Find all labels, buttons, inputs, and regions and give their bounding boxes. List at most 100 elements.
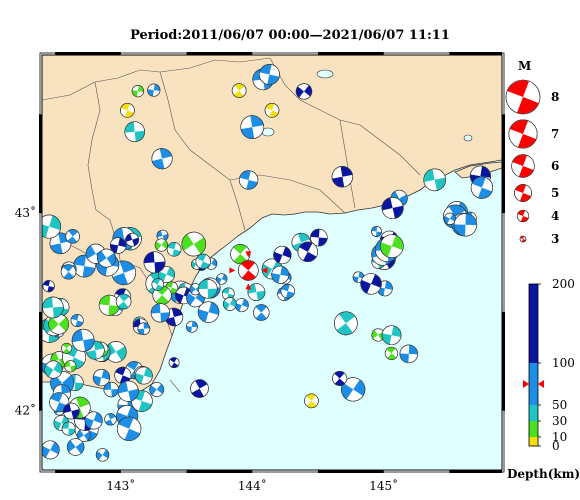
magnitude-legend-title: M: [518, 59, 531, 73]
earthquake-marker: [103, 381, 119, 398]
earthquake-marker: [131, 84, 144, 98]
earthquake-marker: [84, 411, 103, 430]
magnitude-legend-label: 6: [551, 159, 559, 173]
earthquake-marker: [360, 273, 382, 295]
earthquake-marker: [71, 328, 95, 352]
earthquake-marker: [42, 440, 60, 460]
latitude-tick-label: 43˚: [15, 205, 36, 220]
earthquake-marker: [190, 379, 209, 398]
highlighted-earthquake[interactable]: [229, 251, 268, 290]
earthquake-marker: [371, 226, 382, 237]
magnitude-legend-ball: [511, 154, 535, 178]
earthquake-marker: [164, 307, 184, 327]
earthquake-marker: [137, 322, 151, 336]
map-frame-outer: [39, 52, 505, 473]
magnitude-legend-label: 7: [551, 127, 559, 141]
earthquake-marker: [168, 357, 180, 369]
longitude-tick-label: 144˚: [238, 478, 267, 493]
earthquake-marker: [384, 346, 399, 360]
earthquake-marker: [240, 115, 265, 139]
earthquake-marker: [158, 266, 175, 284]
earthquake-marker: [98, 294, 120, 316]
earthquake-marker: [264, 103, 280, 118]
earthquake-marker: [125, 232, 140, 247]
magnitude-legend-label: 8: [551, 90, 559, 104]
lake: [463, 134, 473, 142]
earthquake-marker: [181, 231, 207, 257]
depth-color-band: [529, 363, 538, 405]
earthquake-marker: [154, 238, 168, 252]
lake: [316, 69, 334, 79]
earthquake-marker: [60, 264, 77, 280]
earthquake-marker: [295, 83, 313, 100]
earthquake-marker: [258, 64, 280, 85]
earthquake-marker: [333, 311, 358, 336]
earthquake-marker: [115, 293, 132, 310]
magnitude-legend-label: 4: [551, 209, 559, 223]
earthquake-marker: [423, 168, 446, 192]
earthquake-marker: [253, 304, 270, 321]
earthquake-marker: [109, 237, 127, 254]
highlight-pointer: [261, 267, 268, 274]
earthquake-marker: [120, 103, 135, 118]
highlight-pointer: [245, 283, 252, 290]
earthquake-marker: [70, 314, 84, 328]
earthquake-marker: [453, 213, 478, 237]
earthquake-marker: [134, 366, 153, 385]
earthquake-marker: [273, 245, 292, 265]
earthquake-marker: [166, 242, 182, 257]
earthquake-marker: [63, 402, 80, 420]
earthquake-marker: [48, 313, 70, 335]
earthquake-marker: [304, 393, 319, 409]
depth-tick-label: 0: [552, 439, 560, 453]
longitude-tick-label: 145˚: [369, 478, 398, 493]
earthquake-marker: [97, 248, 116, 268]
frame-ticks: [39, 52, 505, 473]
depth-scale-title: Depth(km): [507, 467, 580, 481]
earthquake-marker: [124, 121, 145, 143]
earthquake-marker: [379, 234, 404, 259]
depth-color-band: [529, 421, 538, 437]
magnitude-legend-ball: [516, 209, 530, 223]
earthquake-marker: [443, 212, 456, 225]
earthquake-marker: [150, 303, 171, 323]
earthquake-marker: [381, 325, 402, 346]
magnitude-legend: M 8 7 6 5 4 3: [505, 59, 559, 246]
magnitude-legend-label: 5: [551, 186, 559, 200]
earthquake-marker: [231, 83, 247, 98]
depth-tick-label: 10: [552, 430, 567, 444]
earthquake-markers: [42, 64, 494, 462]
axis-labels: 143˚ 144˚ 145˚ 42˚ 43˚: [15, 205, 398, 493]
earthquake-marker: [297, 241, 318, 263]
earthquake-marker: [280, 283, 296, 299]
map-frame: [41, 54, 503, 471]
magnitude-legend-ball: [508, 119, 538, 149]
earthquake-marker: [195, 253, 211, 269]
earthquake-marker: [149, 382, 165, 397]
earthquake-marker: [216, 273, 228, 285]
latitude-tick-label: 42˚: [15, 403, 36, 418]
earthquake-marker: [151, 278, 164, 291]
earthquake-marker: [197, 301, 220, 323]
earthquake-marker: [143, 251, 166, 274]
magnitude-legend-ball: [505, 79, 541, 115]
earthquake-marker: [116, 416, 142, 441]
earthquake-marker: [234, 298, 249, 313]
earthquake-marker: [151, 148, 173, 170]
earthquake-marker: [42, 280, 55, 293]
earthquake-marker: [399, 344, 419, 364]
depth-tick-label: 200: [552, 277, 575, 291]
magnitude-legend-ball: [519, 235, 527, 243]
earthquake-marker: [332, 370, 348, 386]
earthquake-marker: [147, 83, 161, 97]
earthquake-marker: [223, 297, 237, 311]
earthquake-marker: [331, 166, 354, 188]
depth-scale: Depth(km) 200 100 50 30 100: [507, 277, 580, 481]
earthquake-marker: [470, 176, 494, 199]
earthquake-marker: [198, 279, 218, 299]
earthquake-marker: [61, 421, 76, 436]
map-title: Period:2011/06/07 00:00—2021/06/07 11:11: [130, 28, 450, 43]
depth-tick-label: 30: [552, 414, 567, 428]
depth-marker-right: [538, 380, 544, 388]
